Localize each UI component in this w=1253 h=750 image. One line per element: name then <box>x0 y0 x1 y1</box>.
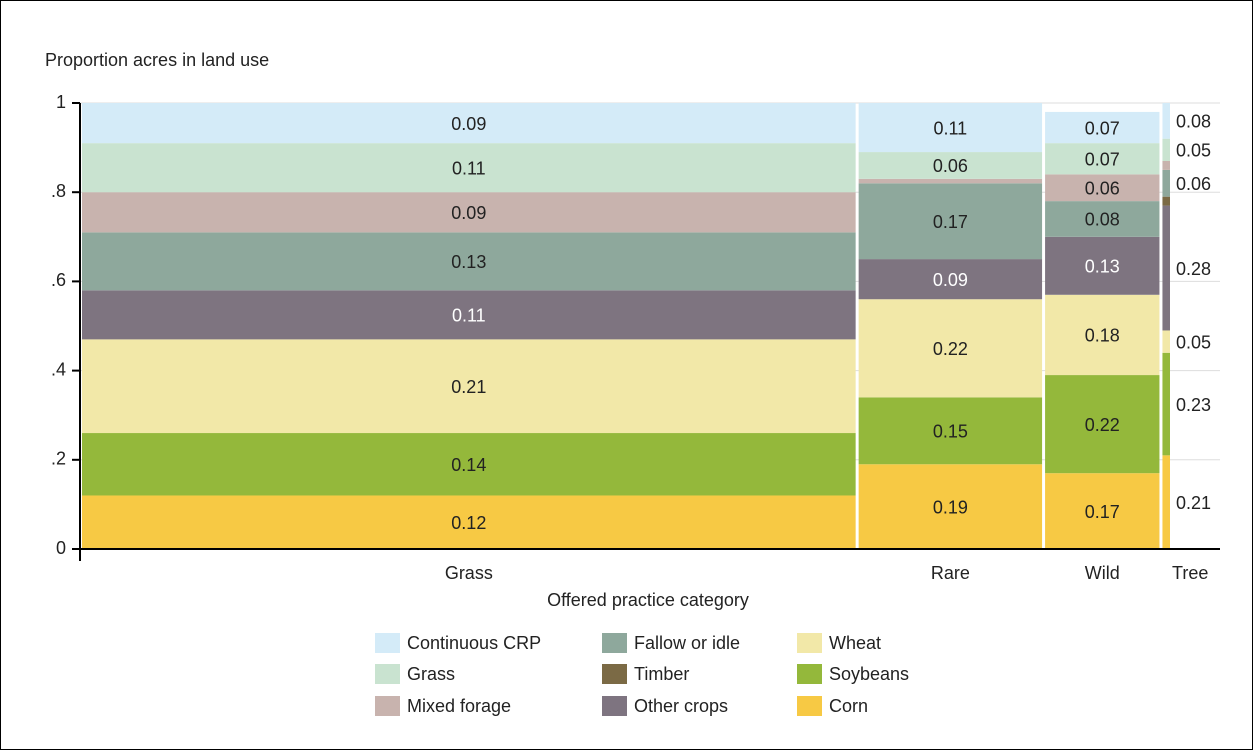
value-label: 0.08 <box>1176 112 1211 132</box>
value-label: 0.09 <box>933 270 968 290</box>
segment <box>858 103 1043 153</box>
value-label: 0.06 <box>933 156 968 176</box>
segment <box>1162 138 1170 161</box>
y-tick-label: 1 <box>56 92 66 112</box>
segment <box>858 397 1043 465</box>
legend-label: Grass <box>407 664 455 684</box>
segment <box>1162 352 1170 456</box>
value-label: 0.07 <box>1085 150 1120 170</box>
segment <box>82 290 856 340</box>
y-tick-label: .8 <box>51 181 66 201</box>
segment <box>1162 169 1170 197</box>
segment <box>1162 455 1170 549</box>
segment <box>1045 236 1160 295</box>
x-tick-label: Rare <box>931 563 970 583</box>
legend-swatch <box>602 664 627 684</box>
value-label: 0.11 <box>452 306 486 326</box>
segment <box>1162 330 1170 353</box>
value-label: 0.05 <box>1176 141 1211 161</box>
x-axis-label: Offered practice category <box>547 590 749 610</box>
value-label: 0.11 <box>452 158 486 178</box>
value-label: 0.05 <box>1176 332 1211 352</box>
value-label: 0.22 <box>1085 415 1120 435</box>
value-label: 0.06 <box>1085 178 1120 198</box>
value-label: 0.06 <box>1176 174 1211 194</box>
segment <box>82 143 856 193</box>
segment <box>82 103 856 144</box>
value-label: 0.21 <box>451 377 486 397</box>
legend-swatch <box>797 664 822 684</box>
segment <box>1045 111 1160 144</box>
value-label: 0.21 <box>1176 493 1211 513</box>
segment <box>1045 375 1160 474</box>
value-label: 0.08 <box>1085 210 1120 230</box>
segment <box>1045 201 1160 237</box>
segment <box>1162 196 1170 206</box>
y-tick-label: .6 <box>51 270 66 290</box>
x-tick-label: Wild <box>1085 563 1120 583</box>
value-label: 0.22 <box>933 339 968 359</box>
legend-swatch <box>375 696 400 716</box>
legend-swatch <box>375 664 400 684</box>
segment <box>858 178 1043 184</box>
legend-label: Soybeans <box>829 664 909 684</box>
legend-label: Other crops <box>634 696 728 716</box>
legend-label: Wheat <box>829 633 881 653</box>
value-label: 0.11 <box>934 118 968 138</box>
segment <box>858 152 1043 179</box>
y-axis-label: Proportion acres in land use <box>45 50 269 70</box>
segment <box>1162 103 1170 139</box>
legend-swatch <box>602 696 627 716</box>
legend-swatch <box>602 633 627 653</box>
legend-label: Corn <box>829 696 868 716</box>
value-label: 0.15 <box>933 422 968 442</box>
segment <box>1162 160 1170 170</box>
segment <box>858 299 1043 398</box>
segment <box>1045 143 1160 175</box>
legend-label: Continuous CRP <box>407 633 541 653</box>
segment <box>82 339 856 434</box>
value-label: 0.13 <box>451 252 486 272</box>
value-label: 0.17 <box>933 212 968 232</box>
segment <box>82 232 856 291</box>
segment <box>858 259 1043 300</box>
segment <box>858 183 1043 260</box>
segment <box>82 433 856 496</box>
y-tick-label: .4 <box>51 359 66 379</box>
segment <box>1045 174 1160 202</box>
legend-swatch <box>375 633 400 653</box>
legend-label: Timber <box>634 664 689 684</box>
value-label: 0.14 <box>451 455 486 475</box>
value-label: 0.12 <box>451 513 486 533</box>
segment <box>1162 205 1170 331</box>
segment <box>82 495 856 549</box>
legend-label: Mixed forage <box>407 696 511 716</box>
segment <box>1045 473 1160 549</box>
segment <box>82 192 856 233</box>
value-label: 0.19 <box>933 497 968 517</box>
y-tick-label: 0 <box>56 538 66 558</box>
value-label: 0.09 <box>451 114 486 134</box>
legend-swatch <box>797 633 822 653</box>
value-label: 0.13 <box>1085 257 1120 277</box>
value-label: 0.09 <box>451 203 486 223</box>
value-label: 0.18 <box>1085 326 1120 346</box>
value-label: 0.23 <box>1176 395 1211 415</box>
legend-label: Fallow or idle <box>634 633 740 653</box>
segment <box>1045 294 1160 376</box>
value-label: 0.28 <box>1176 259 1211 279</box>
legend-swatch <box>797 696 822 716</box>
x-tick-label: Grass <box>445 563 493 583</box>
y-tick-label: .2 <box>51 449 66 469</box>
segment <box>858 464 1043 549</box>
value-label: 0.07 <box>1085 118 1120 138</box>
x-tick-label: Tree <box>1172 563 1208 583</box>
value-label: 0.17 <box>1085 502 1120 522</box>
